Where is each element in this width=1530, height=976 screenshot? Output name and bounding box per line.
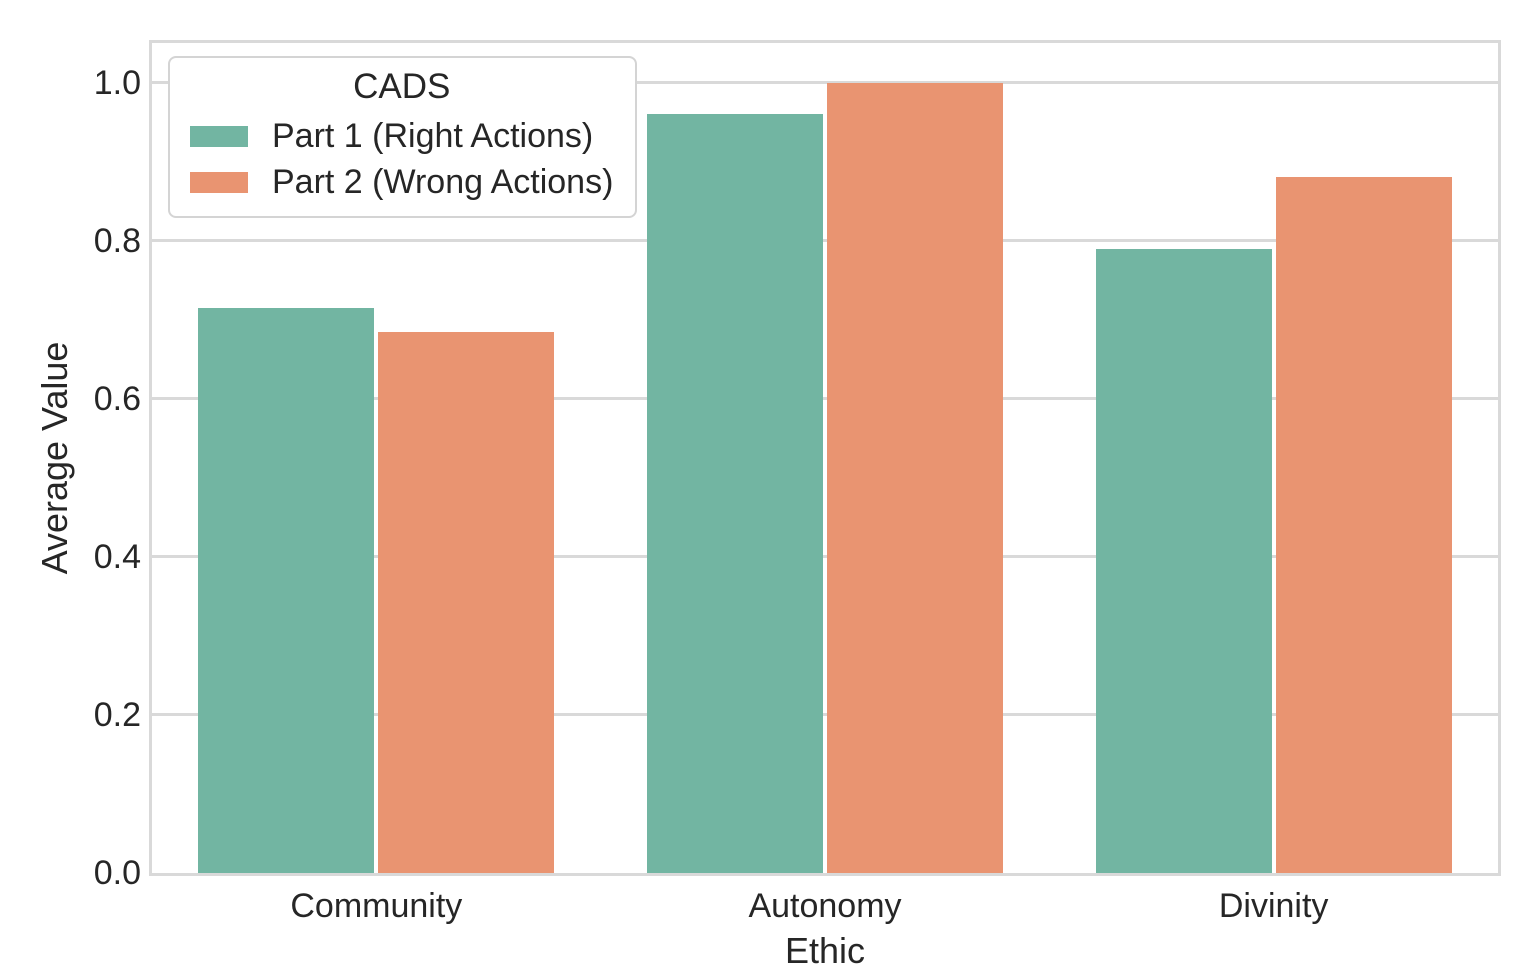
y-tick-label-0.4: 0.4 — [93, 537, 141, 576]
legend-label-part2: Part 2 (Wrong Actions) — [272, 163, 614, 201]
gridline-y-0.4 — [152, 555, 1498, 559]
bar-community-series2 — [378, 331, 555, 873]
y-tick-label-1.0: 1.0 — [93, 63, 141, 102]
y-tick-label-0.0: 0.0 — [93, 854, 141, 892]
legend-item-part2: Part 2 (Wrong Actions) — [190, 164, 613, 200]
y-tick-label-0.8: 0.8 — [93, 221, 141, 260]
gridline-y-0.8 — [152, 239, 1498, 243]
x-tick-label-divinity: Divinity — [1218, 887, 1329, 925]
gridline-y-1.0 — [152, 81, 1498, 85]
bar-divinity-series1 — [1095, 248, 1272, 873]
legend-title: CADS — [353, 67, 451, 106]
legend-swatch-part1-icon — [190, 125, 248, 147]
bar-autonomy-series1 — [647, 114, 823, 873]
legend: CADS Part 1 (Right Actions) Part 2 (Wron… — [168, 56, 638, 218]
x-axis-label: Ethic — [784, 930, 866, 971]
gridline-y-0.6 — [152, 397, 1498, 401]
y-tick-label-0.6: 0.6 — [93, 379, 141, 418]
legend-label-part1: Part 1 (Right Actions) — [272, 117, 594, 155]
bar-community-series1 — [198, 307, 375, 873]
bar-divinity-series2 — [1275, 177, 1452, 873]
plot-area: CADS Part 1 (Right Actions) Part 2 (Wron… — [149, 40, 1501, 876]
legend-item-part1: Part 1 (Right Actions) — [190, 118, 613, 154]
x-tick-label-autonomy: Autonomy — [748, 887, 902, 925]
x-tick-label-community: Community — [290, 887, 463, 925]
bar-autonomy-series2 — [827, 82, 1003, 873]
y-tick-label-0.2: 0.2 — [93, 695, 141, 734]
gridline-y-0.2 — [152, 713, 1498, 717]
y-axis-label: Average Value — [34, 341, 75, 575]
legend-swatch-part2-icon — [190, 171, 248, 193]
